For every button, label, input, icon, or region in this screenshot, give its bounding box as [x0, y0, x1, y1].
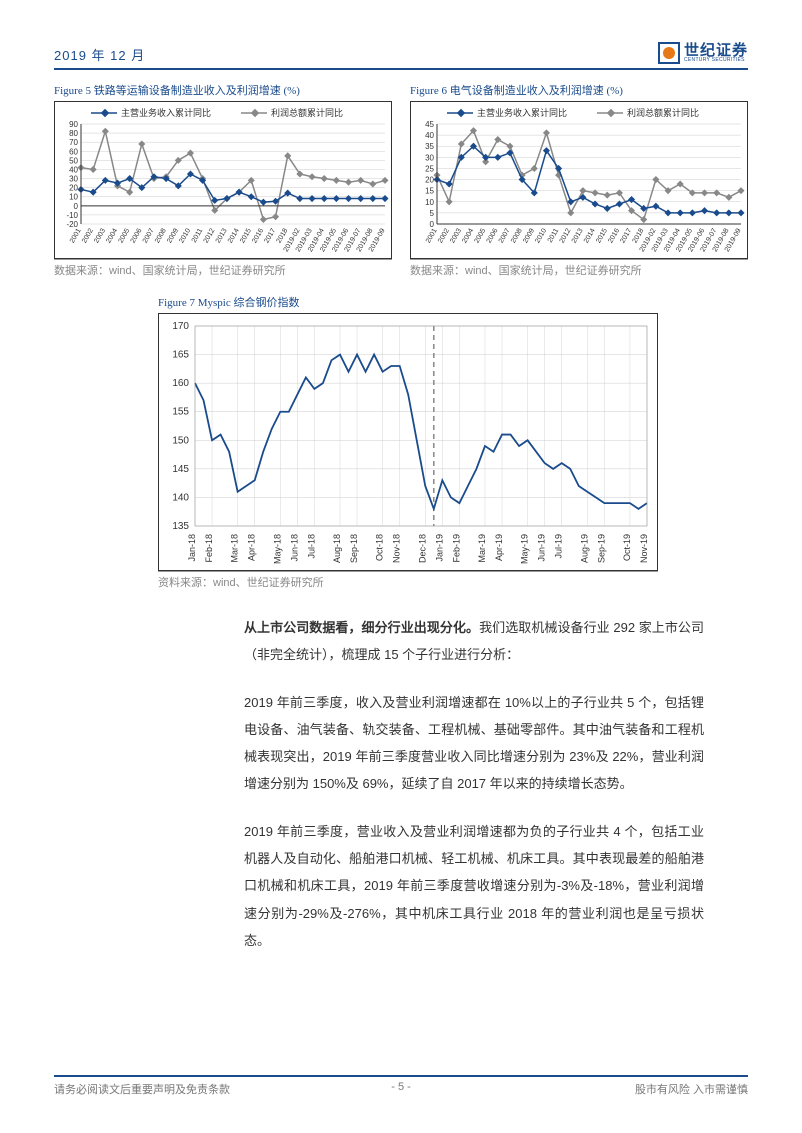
svg-text:Oct-19: Oct-19 — [622, 534, 632, 561]
logo-text: 世纪证券 CENTURY SECURITIES — [684, 43, 748, 63]
svg-text:May-18: May-18 — [272, 534, 282, 564]
svg-text:Aug-18: Aug-18 — [332, 534, 342, 563]
svg-text:90: 90 — [69, 120, 78, 129]
svg-text:Jul-18: Jul-18 — [306, 534, 316, 559]
paragraph-1: 从上市公司数据看，细分行业出现分化。我们选取机械设备行业 292 家上市公司（非… — [244, 614, 704, 669]
svg-text:45: 45 — [425, 120, 434, 129]
svg-text:Jan-19: Jan-19 — [434, 534, 444, 562]
svg-text:Jan-18: Jan-18 — [187, 534, 197, 562]
paragraph-2: 2019 年前三季度，收入及营业利润增速都在 10%以上的子行业共 5 个，包括… — [244, 689, 704, 798]
figure-7-source: 资料来源：wind、世纪证券研究所 — [158, 571, 658, 590]
svg-text:Jul-19: Jul-19 — [554, 534, 564, 559]
svg-text:Dec-18: Dec-18 — [417, 534, 427, 563]
figure-5-chart: -20-100102030405060708090200120022003200… — [54, 101, 392, 259]
company-logo: 世纪证券 CENTURY SECURITIES — [658, 42, 748, 64]
svg-text:160: 160 — [172, 378, 189, 389]
svg-text:30: 30 — [69, 175, 78, 184]
svg-text:Mar-19: Mar-19 — [477, 534, 487, 563]
svg-text:140: 140 — [172, 492, 189, 503]
svg-text:25: 25 — [425, 164, 434, 173]
svg-text:Jun-18: Jun-18 — [289, 534, 299, 562]
svg-text:150: 150 — [172, 435, 189, 446]
svg-text:135: 135 — [172, 521, 189, 532]
svg-text:Feb-19: Feb-19 — [451, 534, 461, 563]
svg-text:主营业务收入累计同比: 主营业务收入累计同比 — [121, 107, 211, 118]
figure-7-chart: 135 140 145 150 155 160 165 170 Jan-18 Feb-18 Mar-… — [158, 313, 658, 571]
svg-text:Sep-18: Sep-18 — [349, 534, 359, 563]
top-charts-row: Figure 5 铁路等运输设备制造业收入及利润增速 (%) -20-10010… — [54, 82, 748, 288]
figure-5-title: Figure 5 铁路等运输设备制造业收入及利润增速 (%) — [54, 82, 392, 98]
svg-text:10: 10 — [69, 193, 78, 202]
svg-text:利润总额累计同比: 利润总额累计同比 — [271, 107, 343, 118]
svg-text:20: 20 — [425, 176, 434, 185]
svg-text:主营业务收入累计同比: 主营业务收入累计同比 — [477, 107, 567, 118]
figure-5: Figure 5 铁路等运输设备制造业收入及利润增速 (%) -20-10010… — [54, 82, 392, 288]
svg-text:Mar-18: Mar-18 — [230, 534, 240, 563]
svg-text:155: 155 — [172, 407, 189, 418]
svg-text:Nov-18: Nov-18 — [392, 534, 402, 563]
figure-7-title: Figure 7 Myspic 综合钢价指数 — [158, 294, 658, 310]
svg-text:2010: 2010 — [178, 227, 192, 244]
p1-bold: 从上市公司数据看，细分行业出现分化。 — [244, 620, 479, 635]
figure-6-source: 数据来源：wind、国家统计局，世纪证券研究所 — [410, 259, 748, 278]
svg-text:170: 170 — [172, 321, 189, 332]
svg-text:0: 0 — [74, 202, 79, 211]
svg-text:2010: 2010 — [534, 227, 548, 244]
svg-text:5: 5 — [430, 209, 435, 218]
svg-text:20: 20 — [69, 184, 78, 193]
paragraph-3: 2019 年前三季度，营业收入及营业利润增速都为负的子行业共 4 个，包括工业机… — [244, 818, 704, 954]
svg-text:Aug-19: Aug-19 — [579, 534, 589, 563]
svg-text:10: 10 — [425, 198, 434, 207]
svg-text:Feb-18: Feb-18 — [204, 534, 214, 563]
svg-text:60: 60 — [69, 147, 78, 156]
figure-7: Figure 7 Myspic 综合钢价指数 135 140 145 150 155 16… — [158, 294, 658, 590]
figure-5-source: 数据来源：wind、国家统计局，世纪证券研究所 — [54, 259, 392, 278]
svg-text:Nov-19: Nov-19 — [639, 534, 649, 563]
page-footer: 请务必阅读文后重要声明及免责条款 - 5 - 股市有风险 入市需谨慎 — [54, 1075, 748, 1097]
figure-6-title: Figure 6 电气设备制造业收入及利润增速 (%) — [410, 82, 748, 98]
svg-text:40: 40 — [425, 131, 434, 140]
svg-text:Sep-19: Sep-19 — [596, 534, 606, 563]
footer-left: 请务必阅读文后重要声明及免责条款 — [54, 1081, 230, 1097]
svg-text:30: 30 — [425, 153, 434, 162]
figure-6-chart: 0510152025303540452001200220032004200520… — [410, 101, 748, 259]
figure-6: Figure 6 电气设备制造业收入及利润增速 (%) 051015202530… — [410, 82, 748, 288]
svg-text:Oct-18: Oct-18 — [375, 534, 385, 561]
svg-text:80: 80 — [69, 129, 78, 138]
svg-text:145: 145 — [172, 464, 189, 475]
logo-mark — [658, 42, 680, 64]
svg-text:利润总额累计同比: 利润总额累计同比 — [627, 107, 699, 118]
svg-text:165: 165 — [172, 350, 189, 361]
svg-text:15: 15 — [425, 187, 434, 196]
svg-text:-10: -10 — [66, 211, 78, 220]
svg-text:40: 40 — [69, 165, 78, 174]
svg-text:35: 35 — [425, 142, 434, 151]
svg-text:50: 50 — [69, 156, 78, 165]
logo-chinese: 世纪证券 — [684, 43, 748, 58]
page-number: - 5 - — [391, 1081, 411, 1093]
svg-text:Apr-19: Apr-19 — [494, 534, 504, 561]
svg-text:May-19: May-19 — [520, 534, 530, 564]
page-header: 2019 年 12 月 世纪证券 CENTURY SECURITIES — [54, 42, 748, 70]
svg-text:70: 70 — [69, 138, 78, 147]
logo-english: CENTURY SECURITIES — [684, 58, 748, 63]
svg-text:Apr-18: Apr-18 — [247, 534, 257, 561]
svg-text:Jun-19: Jun-19 — [537, 534, 547, 562]
footer-right: 股市有风险 入市需谨慎 — [635, 1081, 748, 1097]
body-text: 从上市公司数据看，细分行业出现分化。我们选取机械设备行业 292 家上市公司（非… — [244, 614, 704, 954]
header-date: 2019 年 12 月 — [54, 45, 145, 64]
